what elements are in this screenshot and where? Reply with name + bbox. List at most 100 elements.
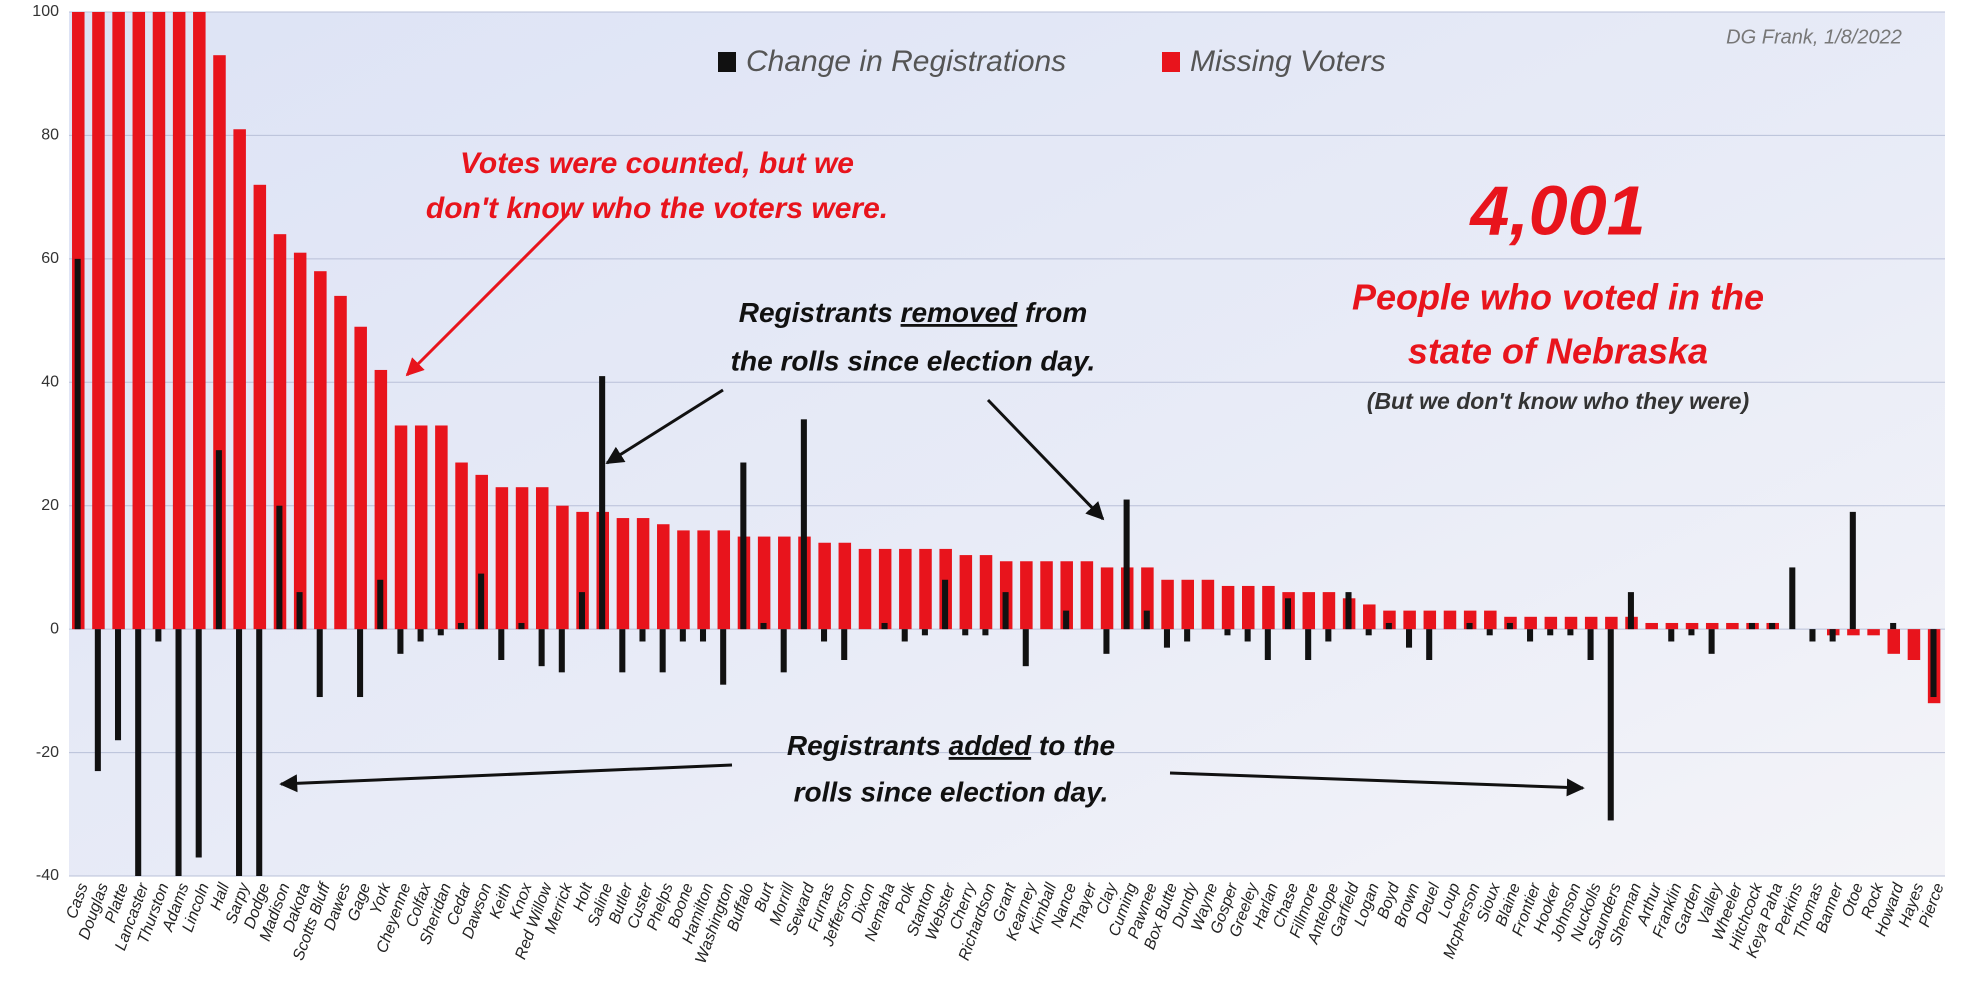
bar — [1123, 499, 1130, 630]
bar — [1890, 622, 1897, 630]
bar — [1486, 629, 1493, 636]
annotation: the rolls since election day. — [731, 345, 1096, 376]
bar — [818, 542, 831, 630]
legend-label: Change in Registrations — [746, 45, 1066, 78]
bar — [1264, 629, 1271, 660]
annotation: Registrants added to the — [787, 730, 1115, 761]
bar — [377, 579, 384, 630]
bar — [314, 271, 327, 630]
bar — [1363, 604, 1376, 630]
bar — [757, 536, 771, 630]
bar — [132, 12, 146, 630]
bar — [1020, 561, 1033, 630]
y-tick-label: 40 — [41, 374, 59, 391]
y-tick-label: -20 — [36, 744, 59, 761]
bar — [1365, 629, 1372, 636]
bar — [253, 184, 267, 630]
bar — [677, 530, 690, 630]
bar — [1002, 592, 1009, 630]
bar — [1829, 629, 1836, 642]
bar — [195, 629, 202, 858]
bar — [1605, 616, 1618, 630]
annotation-part: Registrants — [739, 297, 901, 328]
bar — [1184, 629, 1191, 642]
bar — [1040, 561, 1053, 630]
bar — [760, 622, 767, 630]
bar — [599, 376, 606, 630]
bar — [821, 629, 828, 642]
bar — [293, 252, 307, 630]
bar — [1705, 622, 1719, 630]
bar — [1022, 629, 1029, 667]
bar — [616, 518, 630, 630]
bar — [1403, 610, 1416, 630]
bar — [1849, 511, 1856, 630]
bar — [858, 548, 872, 630]
bar — [1524, 616, 1537, 630]
total-sub: (But we don't know who they were) — [1367, 388, 1749, 414]
annotation-part: from — [1017, 297, 1087, 328]
bar — [1484, 610, 1497, 630]
y-tick-label: 100 — [32, 3, 59, 20]
bar — [1080, 561, 1094, 630]
bar — [881, 622, 888, 630]
bar — [659, 629, 666, 673]
bar — [515, 487, 529, 630]
bar — [394, 425, 408, 630]
bar — [780, 629, 787, 673]
bar — [193, 12, 206, 630]
arrow — [1169, 771, 1585, 797]
arrow — [279, 763, 733, 793]
bar — [1224, 629, 1231, 636]
bar — [657, 524, 670, 630]
bar — [1547, 629, 1554, 636]
bar — [1406, 629, 1413, 648]
y-tick-label: 0 — [50, 620, 59, 637]
bar — [414, 425, 428, 630]
y-tick-label: 20 — [41, 497, 59, 514]
bar — [720, 629, 727, 685]
bar — [1322, 592, 1336, 630]
total-note: state of Nebraska — [1408, 331, 1708, 372]
bar — [899, 548, 912, 630]
bar — [155, 629, 162, 642]
bar — [1161, 579, 1174, 630]
bar — [1163, 629, 1170, 648]
bar — [1423, 610, 1437, 630]
annotation: Registrants removed from — [739, 297, 1088, 328]
bar — [172, 12, 186, 630]
bar — [1221, 585, 1235, 630]
bar — [1907, 629, 1921, 660]
bar — [74, 258, 81, 630]
bar — [236, 629, 243, 876]
bar — [558, 629, 565, 673]
y-tick-label: -40 — [36, 867, 59, 884]
bar — [979, 555, 993, 630]
bar — [619, 629, 626, 673]
bar — [717, 530, 731, 630]
bar — [1567, 629, 1574, 636]
bar — [114, 629, 122, 741]
bar — [1809, 629, 1816, 642]
bar — [1506, 622, 1513, 630]
bar — [1302, 592, 1316, 630]
bar — [276, 505, 283, 630]
bar — [1685, 622, 1699, 630]
bar — [639, 629, 646, 642]
bar — [435, 425, 448, 630]
bar — [1726, 622, 1739, 630]
bar — [1564, 616, 1578, 630]
annotation-part: added — [949, 730, 1032, 761]
annotation: rolls since election day. — [794, 776, 1109, 807]
bar — [556, 505, 569, 630]
bar — [215, 450, 222, 630]
bar — [334, 295, 347, 630]
annotation: Votes were counted, but we — [460, 147, 854, 180]
bar — [112, 12, 125, 630]
bar — [175, 629, 182, 876]
bar — [1284, 598, 1292, 630]
bar — [1665, 622, 1679, 630]
bar — [374, 369, 388, 630]
legend-swatch — [718, 52, 736, 72]
y-tick-label: 60 — [41, 250, 59, 267]
